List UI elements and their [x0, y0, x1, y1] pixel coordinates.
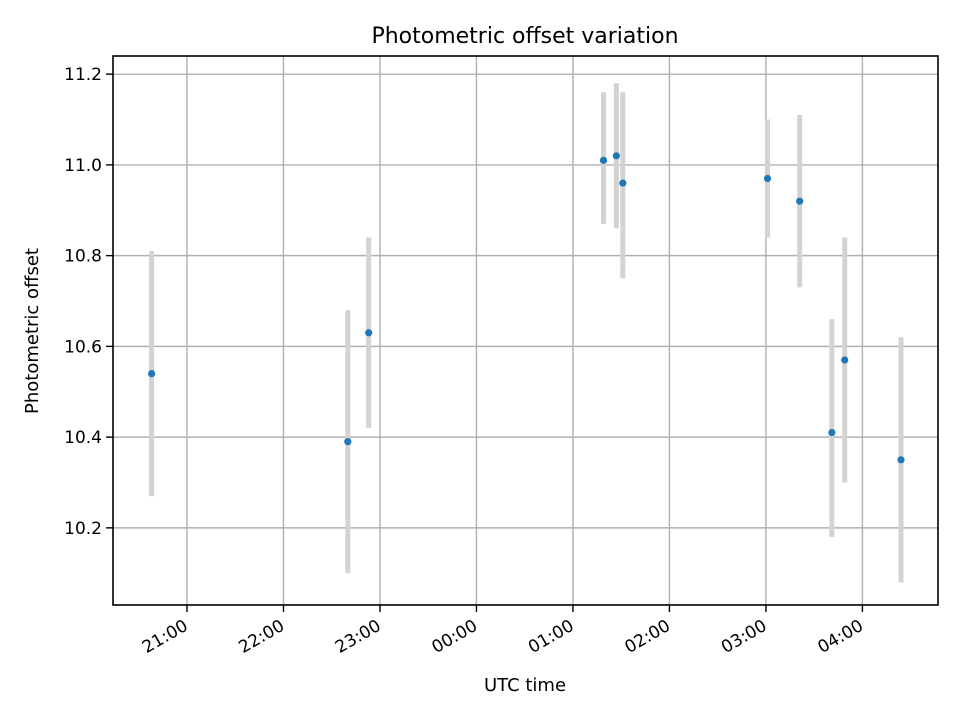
data-point-4: [612, 152, 620, 160]
x-tick-label: 21:00: [139, 616, 191, 658]
x-tick-label: 22:00: [236, 616, 288, 658]
y-tick-label: 11.0: [64, 156, 102, 176]
x-axis-label: UTC time: [484, 675, 566, 696]
y-axis-label: Photometric offset: [22, 248, 43, 414]
data-point-0: [147, 370, 156, 378]
x-tick-label: 02:00: [621, 616, 673, 658]
data-point-8: [828, 428, 836, 437]
data-point-1: [344, 438, 352, 446]
y-tick-label: 10.8: [64, 247, 102, 267]
point-layer: [147, 152, 905, 464]
y-tick-label: 11.2: [64, 65, 102, 85]
data-point-9: [841, 356, 849, 364]
x-axis-ticks: 21:00 22:00 23:00 00:00 01:00 02:00 03:00 04:00: [139, 605, 867, 658]
data-point-2: [365, 329, 373, 337]
x-tick-label: 23:00: [332, 616, 384, 658]
chart-title: Photometric offset variation: [371, 24, 678, 49]
x-tick-label: 04:00: [814, 616, 866, 658]
x-tick-label: 00:00: [429, 616, 481, 658]
y-tick-label: 10.4: [64, 428, 102, 448]
data-point-5: [619, 179, 627, 187]
grid-layer: [113, 56, 938, 605]
y-axis-ticks: 10.2 10.4 10.6 10.8 11.0 11.2: [64, 65, 113, 539]
y-tick-label: 10.2: [64, 519, 102, 539]
plot-frame: [112, 55, 939, 606]
data-point-7: [796, 197, 804, 205]
x-tick-label: 03:00: [718, 616, 770, 658]
data-point-3: [599, 156, 608, 164]
errorbar-layer: [149, 83, 904, 583]
data-point-10: [897, 456, 905, 464]
y-tick-label: 10.6: [64, 337, 102, 357]
x-tick-label: 01:00: [525, 616, 577, 658]
data-point-6: [763, 174, 772, 183]
